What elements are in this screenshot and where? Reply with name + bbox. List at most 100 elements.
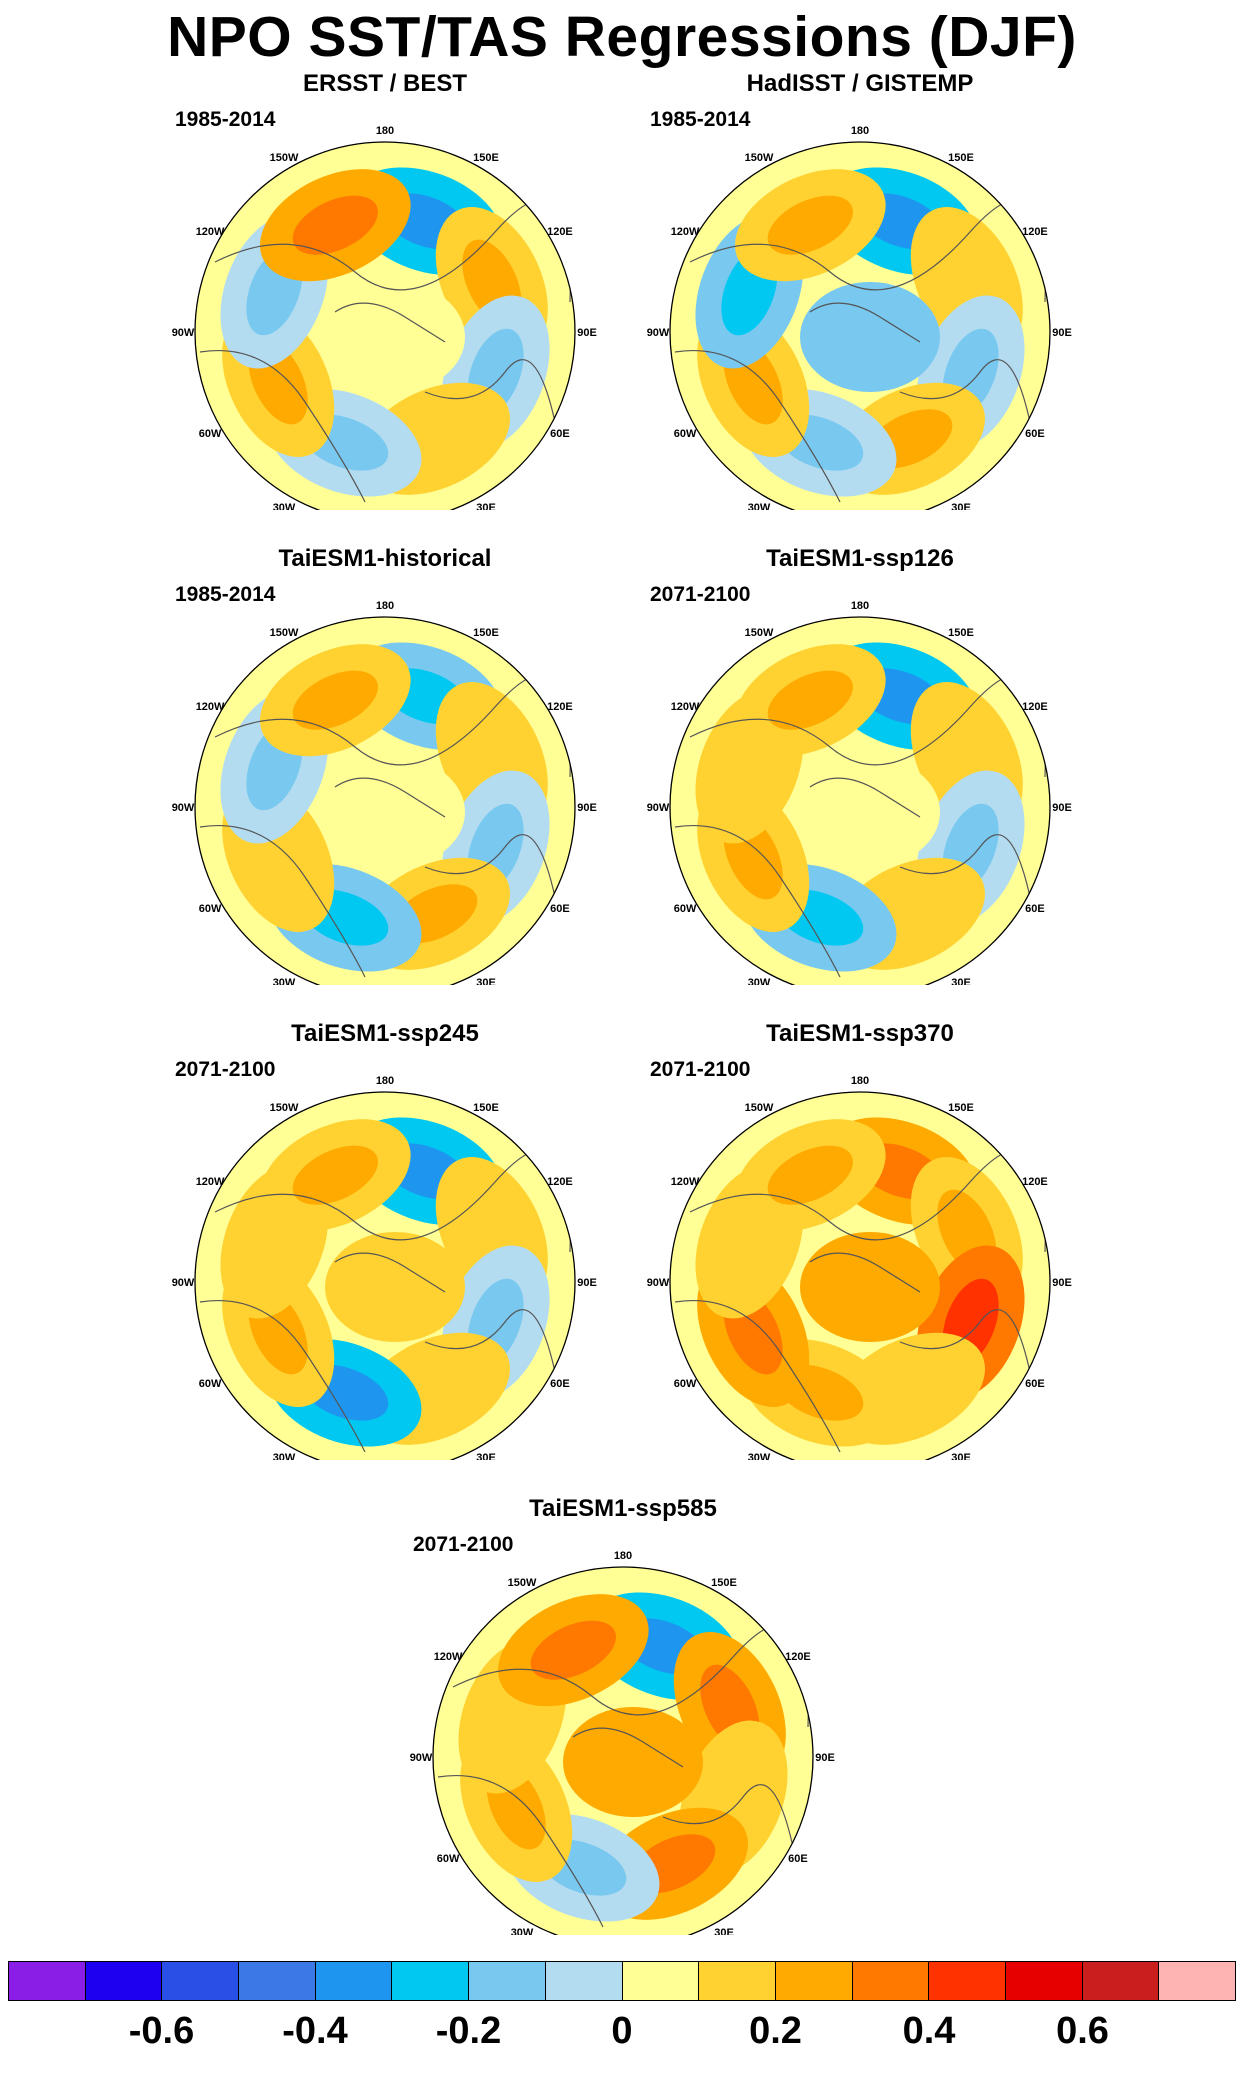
panel-period: 2071-2100: [175, 1058, 276, 1081]
longitude-label: 180: [614, 1550, 632, 1562]
longitude-label: 180: [376, 1075, 394, 1087]
longitude-label: 90W: [172, 802, 195, 814]
arctic-region: [563, 1707, 703, 1817]
colorbar-swatch: [852, 1962, 930, 2000]
longitude-label: 120E: [1022, 1176, 1048, 1188]
longitude-label: 60W: [437, 1853, 460, 1865]
panel-period: 2071-2100: [413, 1533, 514, 1556]
map-panel-ersst-best: 180150E120E90E60E30E030W60W90W120W150W E…: [150, 70, 620, 510]
longitude-label: 60W: [674, 903, 697, 915]
longitude-label: 120W: [434, 1651, 463, 1663]
colorbar-swatch: [85, 1962, 163, 2000]
colorbar-swatch: [775, 1962, 853, 2000]
coastline: [199, 674, 571, 978]
longitude-label: 30W: [748, 1452, 771, 1460]
longitude-label: 60W: [199, 903, 222, 915]
coastline: [437, 1624, 809, 1928]
page-title: NPO SST/TAS Regressions (DJF): [167, 5, 1077, 69]
longitude-label: 60E: [550, 428, 570, 440]
coastline: [674, 199, 1046, 503]
coastline: [674, 1149, 1046, 1453]
longitude-label: 90E: [815, 1752, 835, 1764]
longitude-label: 150E: [473, 627, 499, 639]
panel-title: TaiESM1-ssp245: [291, 1020, 479, 1047]
longitude-label: 120E: [785, 1651, 811, 1663]
longitude-label: 60E: [1025, 903, 1045, 915]
longitude-label: 180: [851, 600, 869, 612]
colorbar-tick-label: -0.2: [435, 2010, 502, 2052]
longitude-label: 90W: [647, 802, 670, 814]
panel-period: 2071-2100: [650, 583, 751, 606]
arctic-region: [800, 1232, 940, 1342]
longitude-label: 90E: [577, 802, 597, 814]
longitude-label: 150W: [745, 627, 774, 639]
longitude-label: 120W: [196, 1176, 225, 1188]
longitude-label: 90W: [172, 1277, 195, 1289]
colorbar-swatch: [162, 1962, 240, 2000]
colorbar-tick-label: 0.6: [1056, 2010, 1109, 2052]
panel-title: TaiESM1-ssp370: [766, 1020, 954, 1047]
longitude-label: 30E: [951, 977, 971, 985]
longitude-label: 120W: [671, 1176, 700, 1188]
panel-title: HadISST / GISTEMP: [746, 70, 974, 97]
arctic-region: [325, 757, 465, 867]
longitude-label: 120W: [671, 226, 700, 238]
colorbar-tick-label: -0.6: [128, 2010, 195, 2052]
arctic-region: [325, 1232, 465, 1342]
panel-title: TaiESM1-ssp585: [529, 1495, 717, 1522]
longitude-label: 90E: [577, 327, 597, 339]
coastline: [199, 199, 571, 503]
map-panel-taiesm1-ssp126: 180150E120E90E60E30E030W60W90W120W150W T…: [625, 545, 1095, 985]
longitude-label: 150W: [508, 1577, 537, 1589]
longitude-label: 60E: [788, 1853, 808, 1865]
longitude-label: 150W: [270, 1102, 299, 1114]
polar-map: 180150E120E90E60E30E030W60W90W120W150W: [410, 1550, 835, 1935]
anomaly-core: [767, 195, 853, 255]
longitude-label: 60W: [674, 1378, 697, 1390]
longitude-label: 60W: [199, 1378, 222, 1390]
longitude-label: 120E: [1022, 701, 1048, 713]
longitude-label: 90E: [577, 1277, 597, 1289]
colorbar-swatch: [1082, 1962, 1160, 2000]
longitude-label: 150E: [473, 1102, 499, 1114]
map-boundary: [669, 141, 1051, 510]
anomaly-core: [767, 1145, 853, 1205]
longitude-label: 180: [376, 125, 394, 137]
longitude-label: 180: [851, 125, 869, 137]
longitude-label: 30W: [273, 977, 296, 985]
longitude-label: 120E: [547, 1176, 573, 1188]
map-boundary: [432, 1566, 814, 1935]
colorbar-swatch: [469, 1962, 546, 2000]
longitude-label: 90W: [410, 1752, 433, 1764]
map-panel-hadisst-gistemp: 180150E120E90E60E30E030W60W90W120W150W H…: [625, 70, 1095, 510]
colorbar-swatch: [9, 1962, 86, 2000]
polar-map: 180150E120E90E60E30E030W60W90W120W150W: [647, 1075, 1072, 1460]
colorbar-swatch: [1005, 1962, 1083, 2000]
longitude-label: 30W: [748, 977, 771, 985]
panel-period: 1985-2014: [175, 108, 276, 131]
panel-period: 1985-2014: [175, 583, 276, 606]
colorbar-swatch: [622, 1962, 700, 2000]
polar-map: 180150E120E90E60E30E030W60W90W120W150W: [172, 125, 597, 510]
colorbar-tick-label: 0: [611, 2010, 633, 2052]
map-boundary: [669, 1091, 1051, 1460]
longitude-label: 30W: [273, 1452, 296, 1460]
longitude-label: 30E: [476, 502, 496, 510]
longitude-label: 60E: [550, 903, 570, 915]
longitude-label: 120W: [671, 701, 700, 713]
colorbar: [8, 1961, 1236, 2001]
longitude-label: 120E: [1022, 226, 1048, 238]
longitude-label: 90E: [1052, 802, 1072, 814]
longitude-label: 150E: [948, 152, 974, 164]
arctic-region: [325, 282, 465, 392]
longitude-label: 30E: [476, 977, 496, 985]
longitude-label: 120E: [547, 701, 573, 713]
map-boundary: [194, 1091, 576, 1460]
polar-map: 180150E120E90E60E30E030W60W90W120W150W: [172, 1075, 597, 1460]
colorbar-swatch: [929, 1962, 1006, 2000]
longitude-label: 150W: [745, 152, 774, 164]
longitude-label: 60E: [1025, 428, 1045, 440]
longitude-label: 120W: [196, 701, 225, 713]
colorbar-swatch: [239, 1962, 316, 2000]
coastline: [199, 1149, 571, 1453]
